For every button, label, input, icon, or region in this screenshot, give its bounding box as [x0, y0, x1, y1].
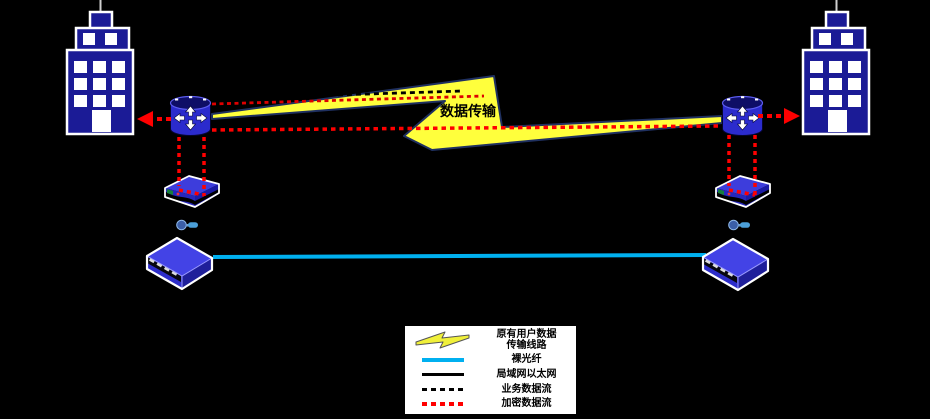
legend: 原有用户数据 传输线路 裸光纤 局域网以太网 业务数据流 加密数据流 — [403, 324, 578, 416]
legend-label-business-flow: 业务数据流 — [501, 383, 552, 395]
black-dashed-line-icon — [422, 387, 464, 392]
lightning-bolt — [211, 75, 723, 151]
legend-label-encrypted-flow: 加密数据流 — [501, 398, 552, 410]
black-line-icon — [422, 373, 464, 376]
building-right-icon — [801, 0, 871, 136]
interruption-label: 数据传输 — [440, 104, 496, 120]
fiber-connector-left-icon — [176, 219, 199, 231]
encrypted-arrow-left-head — [137, 111, 153, 127]
legend-row-business-flow: 业务数据流 — [407, 382, 574, 396]
red-dashed-line-icon — [422, 402, 464, 406]
router-right-icon — [721, 95, 764, 137]
encryptor-right-icon — [715, 175, 771, 208]
encryptor-left-icon — [164, 175, 220, 208]
encrypted-arrow-right-head — [784, 108, 800, 124]
building-left-icon — [65, 0, 135, 136]
encrypted-flow-upper-line — [211, 94, 485, 106]
lightning-bolt-icon — [415, 331, 470, 349]
cyan-line-icon — [422, 357, 464, 362]
legend-label-lan-ethernet: 局域网以太网 — [496, 368, 557, 380]
legend-symbol-lightning — [407, 330, 479, 350]
legend-row-original-line: 原有用户数据 传输线路 — [407, 329, 574, 352]
legend-label-bare-fiber: 裸光纤 — [511, 353, 542, 365]
bare-fiber-line — [212, 253, 707, 259]
media-converter-right-icon — [701, 237, 770, 292]
fiber-connector-right-icon — [728, 219, 751, 231]
business-flow-line — [211, 89, 463, 101]
legend-row-lan-ethernet: 局域网以太网 — [407, 367, 574, 381]
router-left-icon — [169, 95, 212, 137]
legend-row-bare-fiber: 裸光纤 — [407, 353, 574, 367]
legend-label-original-line: 原有用户数据 传输线路 — [496, 328, 557, 352]
media-converter-left-icon — [145, 236, 214, 291]
legend-row-encrypted-flow: 加密数据流 — [407, 397, 574, 411]
